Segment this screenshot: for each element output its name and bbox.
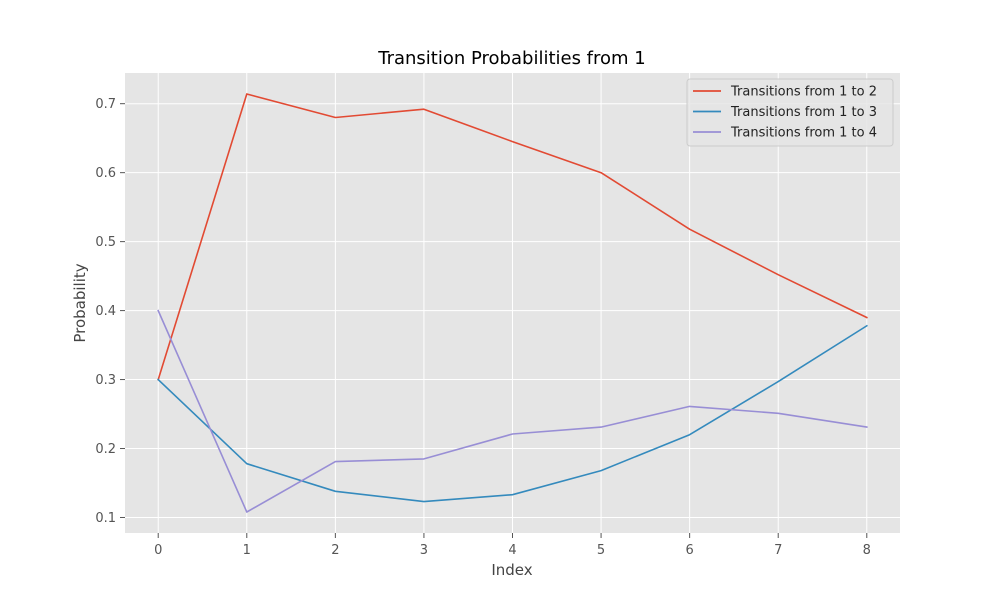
legend-entry-label: Transitions from 1 to 4 xyxy=(730,126,877,141)
series-line-2 xyxy=(157,324,868,503)
y-tick-label: 0.1 xyxy=(95,511,116,526)
x-tick-label: 0 xyxy=(154,543,162,558)
axis-ticks: 0 1 2 3 4 5 6 7 8 0.1 0.2 0.3 0.4 0.5 0.6 0.7 xyxy=(95,97,871,558)
legend-entry-label: Transitions from 1 to 2 xyxy=(730,85,877,100)
x-tick-label: 4 xyxy=(508,543,516,558)
y-tick-label: 0.4 xyxy=(95,304,116,319)
y-tick-label: 0.2 xyxy=(95,442,116,457)
y-tick-label: 0.3 xyxy=(95,373,116,388)
y-tick-label: 0.6 xyxy=(95,166,116,181)
x-tick-label: 1 xyxy=(243,543,251,558)
x-tick-label: 6 xyxy=(686,543,694,558)
series-lines xyxy=(157,93,868,513)
x-tick-label: 8 xyxy=(863,543,871,558)
y-axis-label: Probability xyxy=(71,263,89,342)
y-tick-label: 0.7 xyxy=(95,97,116,112)
x-tick-label: 5 xyxy=(597,543,605,558)
legend: Transitions from 1 to 2 Transitions from … xyxy=(686,78,894,147)
series-line-1 xyxy=(157,93,868,381)
legend-entry-label: Transitions from 1 to 3 xyxy=(730,105,877,120)
x-tick-label: 2 xyxy=(331,543,339,558)
legend-box xyxy=(686,78,894,147)
x-tick-label: 3 xyxy=(420,543,428,558)
y-tick-label: 0.5 xyxy=(95,235,116,250)
x-axis-label: Index xyxy=(491,561,532,579)
chart-title: Transition Probabilities from 1 xyxy=(377,48,646,69)
grid xyxy=(125,73,900,533)
series-line-3 xyxy=(157,309,868,513)
x-tick-label: 7 xyxy=(774,543,782,558)
